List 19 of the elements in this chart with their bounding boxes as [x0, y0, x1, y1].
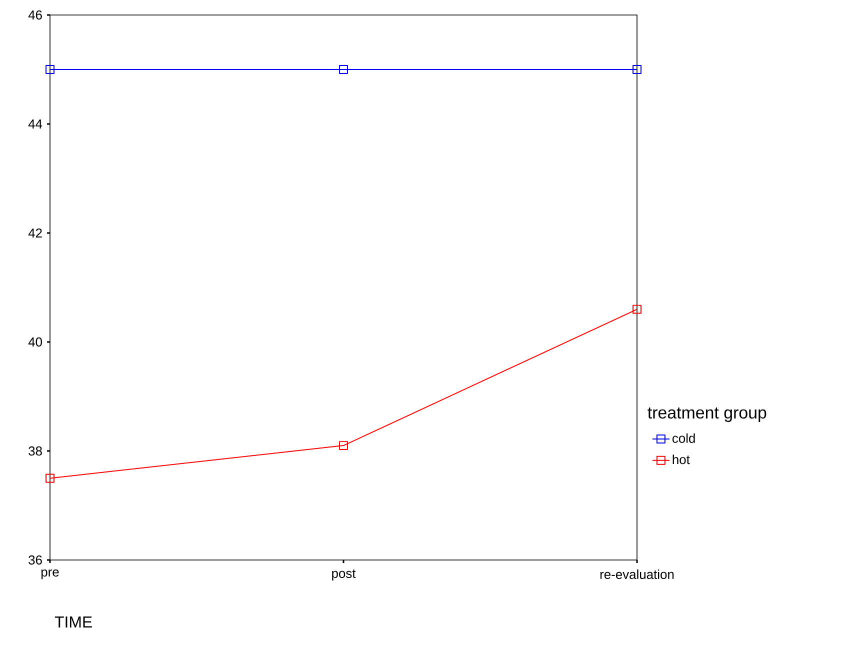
- y-tick-label: 42: [28, 228, 42, 238]
- point: [632, 304, 642, 314]
- x-tick-label: re-evaluation: [600, 569, 674, 580]
- point: [339, 441, 348, 450]
- x-axis-title: TIME: [54, 616, 92, 628]
- legend-title: treatment group: [648, 407, 766, 422]
- point: [632, 65, 642, 74]
- y-tick-label: 36: [28, 555, 42, 565]
- point: [339, 65, 348, 74]
- x-tick-label: post: [332, 569, 356, 581]
- point: [46, 474, 54, 483]
- y-tick-label: 38: [28, 446, 42, 456]
- x-tick-label: pre: [41, 570, 59, 580]
- y-tick-label: 46: [28, 10, 42, 20]
- legend-label: hot: [672, 454, 690, 464]
- y-tick-label: 44: [28, 120, 42, 128]
- legend-label: cold: [672, 433, 695, 443]
- point: [46, 65, 54, 74]
- y-tick-label: 40: [28, 337, 42, 347]
